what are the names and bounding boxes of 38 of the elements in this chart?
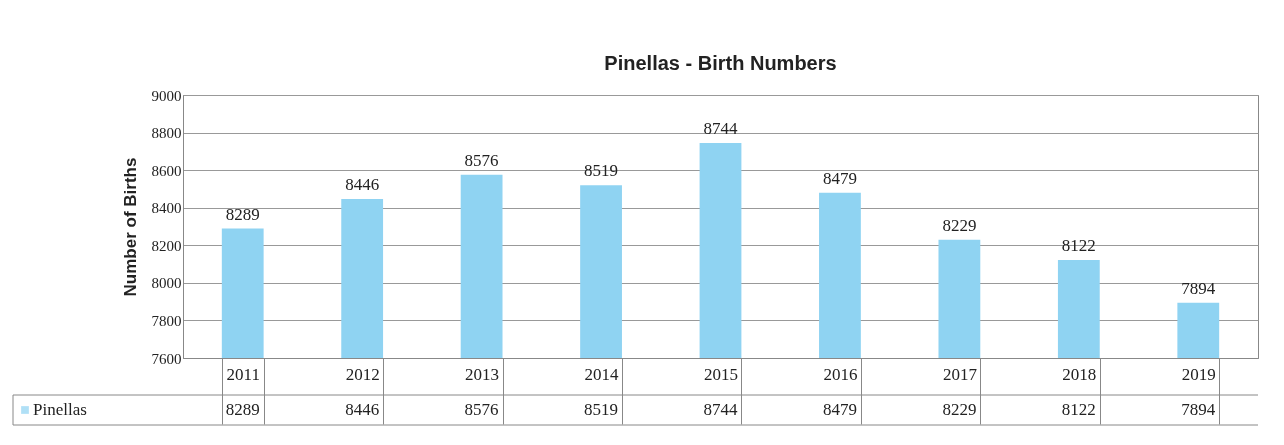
x-tick-label: 2017 xyxy=(942,364,978,384)
x-tick-label: 2013 xyxy=(465,364,500,384)
annotation: 8289 xyxy=(225,204,260,224)
annotation: 8229 xyxy=(942,215,977,235)
x-tick-label: 2014 xyxy=(584,364,620,384)
data-label: 8446 xyxy=(345,400,380,419)
data-label: 8229 xyxy=(942,400,977,419)
y-tick-label: 8400 xyxy=(151,200,182,217)
x-tick-label: 2011 xyxy=(226,364,260,384)
data-label: 8744 xyxy=(703,400,738,419)
x-tick-label: 2015 xyxy=(704,364,738,384)
annotation: 8519 xyxy=(584,161,619,181)
data-label: 8289 xyxy=(225,400,260,419)
annotation: 8122 xyxy=(1061,235,1096,255)
data-label: 8479 xyxy=(822,400,857,419)
data-label: 8576 xyxy=(464,400,499,419)
y-tick-label: 8000 xyxy=(151,275,182,292)
y-tick-label: 9000 xyxy=(151,87,182,104)
y-tick-label: 7800 xyxy=(151,312,182,329)
y-tick-label: 8200 xyxy=(151,237,182,254)
chart-title: Pinellas - Birth Numbers xyxy=(604,52,837,74)
legend-label: Pinellas xyxy=(33,400,87,419)
annotation: 8446 xyxy=(345,175,380,195)
x-tick-label: 2018 xyxy=(1062,364,1097,384)
y-axis-title: Number of Births xyxy=(120,157,140,297)
x-tick-label: 2019 xyxy=(1181,364,1216,384)
annotation: 8744 xyxy=(703,119,738,139)
y-tick-label: 7600 xyxy=(151,350,182,367)
data-label: 8122 xyxy=(1061,400,1096,419)
data-label: 7894 xyxy=(1181,400,1216,419)
data-label: 8519 xyxy=(584,400,619,419)
y-tick-label: 8800 xyxy=(151,125,182,142)
x-tick-label: 2016 xyxy=(823,364,858,384)
y-tick-label: 8600 xyxy=(151,162,182,179)
annotation: 8479 xyxy=(822,168,857,188)
annotation: 8576 xyxy=(464,150,499,170)
annotation: 7894 xyxy=(1181,278,1216,298)
x-tick-label: 2012 xyxy=(345,364,380,384)
